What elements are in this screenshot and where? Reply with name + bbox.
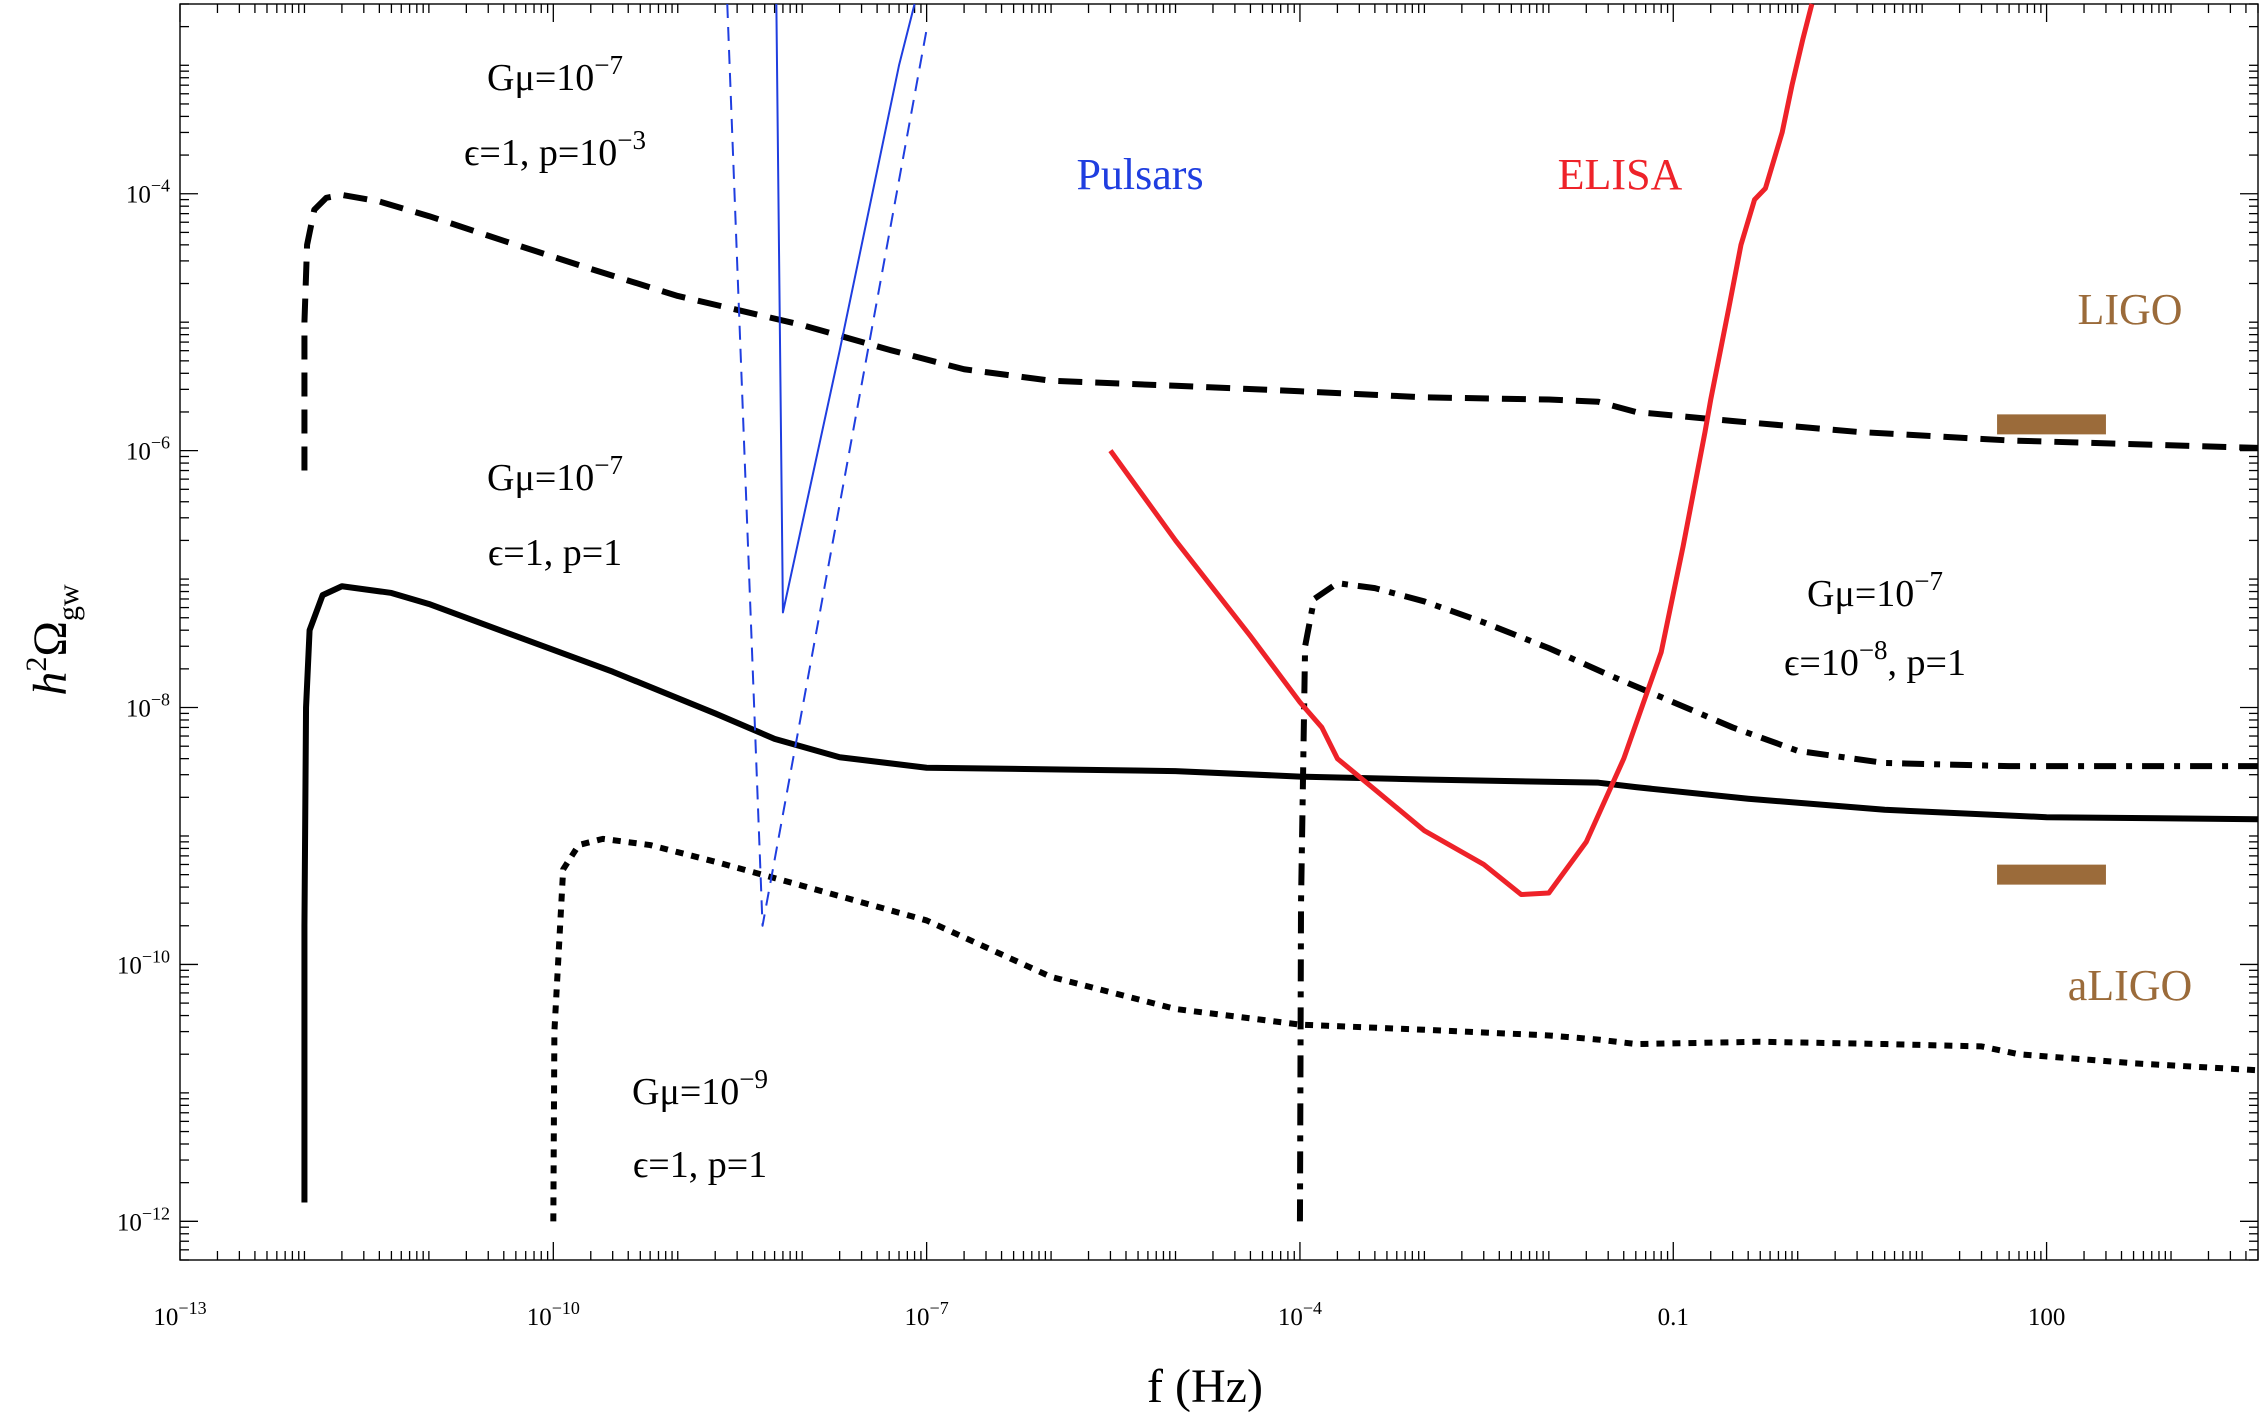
x-tick-label: 10−13 — [153, 1298, 206, 1331]
x-tick-label: 0.1 — [1658, 1304, 1689, 1331]
annotation-line: Gμ=10−7 — [487, 450, 623, 499]
aligo-label: aLIGO — [2068, 961, 2193, 1010]
ligo-label: LIGO — [2077, 285, 2182, 334]
annotation-line: ϵ=10−8, p=1 — [1784, 635, 1966, 684]
x-tick-label: 100 — [2028, 1304, 2066, 1331]
y-tick-label: 10−8 — [126, 690, 170, 723]
series-dashed — [301, 191, 2259, 471]
plot-frame — [179, 3, 2259, 1261]
y-tick-label: 10−12 — [117, 1203, 170, 1236]
y-tick-label: 10−6 — [126, 433, 170, 466]
pulsars-label: Pulsars — [1076, 150, 1203, 199]
series-dashdot — [1296, 580, 2258, 1222]
x-axis-title: f (Hz) — [1147, 1360, 1263, 1413]
annotation-line: ϵ=1, p=10−3 — [464, 125, 646, 174]
x-tick-label: 10−4 — [1278, 1298, 1322, 1331]
series-layer — [301, 3, 2259, 1222]
annotation-line: Gμ=10−9 — [632, 1064, 768, 1113]
series-pulsar-dashed — [726, 3, 928, 927]
annotations-layer: Gμ=10−7 ϵ=1, p=10−3 Gμ=10−7 ϵ=1, p=1 Gμ=10−9… — [464, 50, 2192, 1186]
axis-tick-labels: 10−13 10−10 10−7 10−4 0.1 100 10−4 10−6 10−8 10−1… — [117, 176, 2065, 1331]
series-elisa — [1108, 3, 1815, 898]
svg-text:h2Ωgw: h2Ωgw — [20, 584, 85, 696]
y-tick-label: 10−4 — [126, 176, 170, 209]
y-axis-title: h2Ωgw — [20, 584, 85, 696]
annotation-line: Gμ=10−7 — [487, 50, 623, 99]
series-solid — [301, 583, 2259, 1203]
y-tick-label: 10−10 — [117, 946, 170, 979]
annotation-line: Gμ=10−7 — [1807, 566, 1943, 615]
series-pulsar-solid — [775, 3, 916, 614]
series-dotted — [550, 835, 2259, 1222]
elisa-label: ELISA — [1558, 150, 1683, 199]
x-tick-label: 10−10 — [527, 1298, 580, 1331]
axis-ticks — [179, 3, 2259, 1261]
annotation-line: ϵ=1, p=1 — [633, 1144, 767, 1186]
annotation-line: ϵ=1, p=1 — [488, 532, 622, 574]
x-tick-label: 10−7 — [905, 1298, 949, 1331]
